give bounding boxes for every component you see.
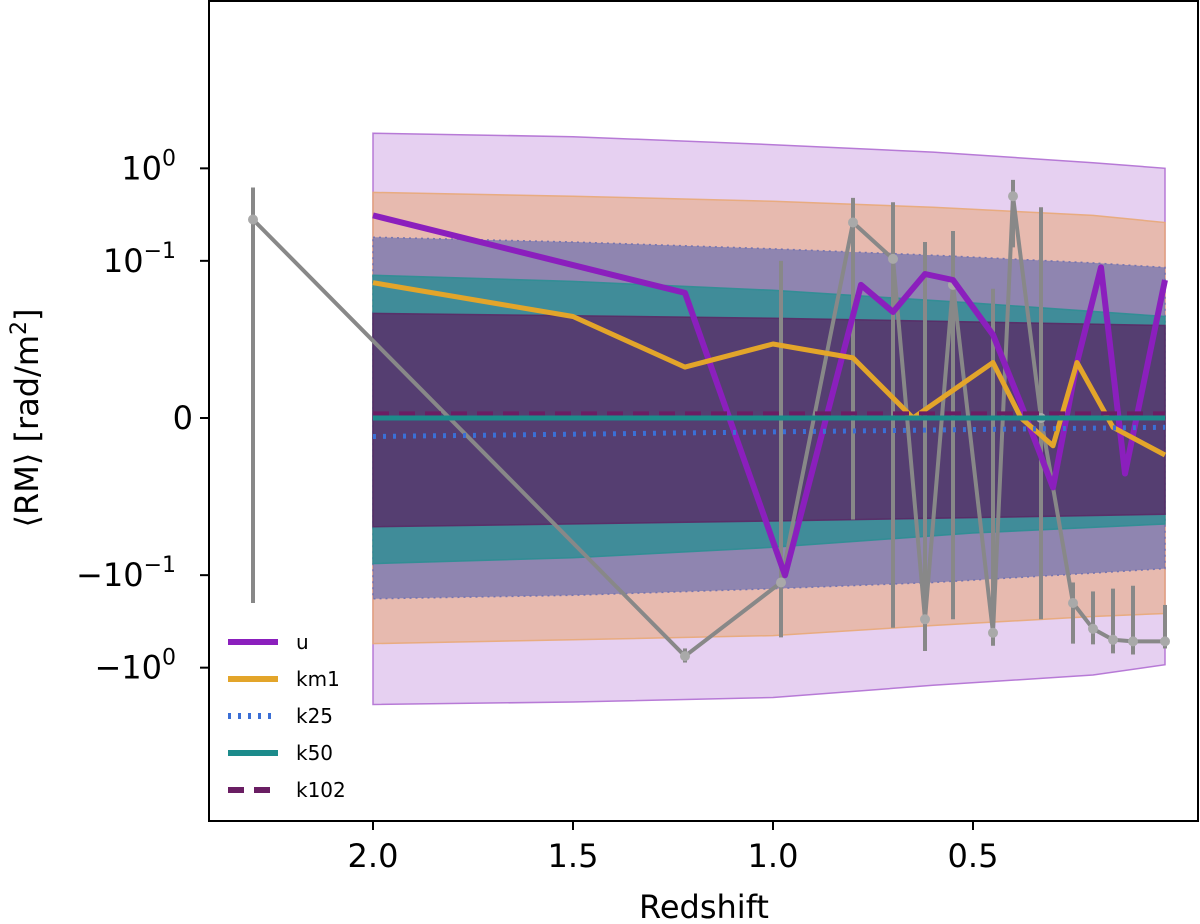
observation-point <box>1160 636 1170 647</box>
observation-point <box>888 253 898 264</box>
legend: u km1 k25 k50 k102 <box>228 630 346 802</box>
y-tick-label: 100 <box>121 146 176 187</box>
y-tick-label: 10−1 <box>103 239 176 280</box>
x-tick-label: 0.5 <box>948 837 999 875</box>
observation-point <box>776 577 786 588</box>
y-tick-label: −10−1 <box>76 553 176 594</box>
x-tick-label: 1.5 <box>548 837 599 875</box>
observation-point <box>920 614 930 625</box>
series-lines <box>372 212 1168 579</box>
y-tick-label: 0 <box>173 399 193 437</box>
legend-label: km1 <box>296 667 340 691</box>
y-tick-label: −100 <box>94 646 176 687</box>
series-km1 <box>372 280 1167 458</box>
series-u <box>372 212 1168 579</box>
y-axis-label: ⟨RM⟩ [rad/m2] <box>7 309 46 528</box>
x-axis-label: Redshift <box>639 888 769 924</box>
legend-label: u <box>296 630 309 654</box>
observation-point <box>848 217 858 228</box>
legend-label: k102 <box>296 778 346 802</box>
observation-point <box>1088 623 1098 634</box>
axes: 2.0 1.5 1.0 0.5 100 10−1 0 −10−1 −100 Redshift ⟨RM… <box>7 146 998 924</box>
observation-point <box>248 214 258 225</box>
x-tick-label: 1.0 <box>748 837 799 875</box>
series-k25 <box>372 424 1166 439</box>
plot-frame <box>208 0 1199 822</box>
observation-point <box>1108 634 1118 645</box>
observation-point <box>1068 598 1078 608</box>
observation-point <box>1128 636 1138 647</box>
legend-label: k50 <box>296 741 333 765</box>
legend-label: k25 <box>296 704 333 728</box>
x-tick-label: 2.0 <box>348 837 399 875</box>
observation-point <box>1008 191 1018 202</box>
observation-point <box>680 651 690 662</box>
observation-point <box>988 627 998 638</box>
